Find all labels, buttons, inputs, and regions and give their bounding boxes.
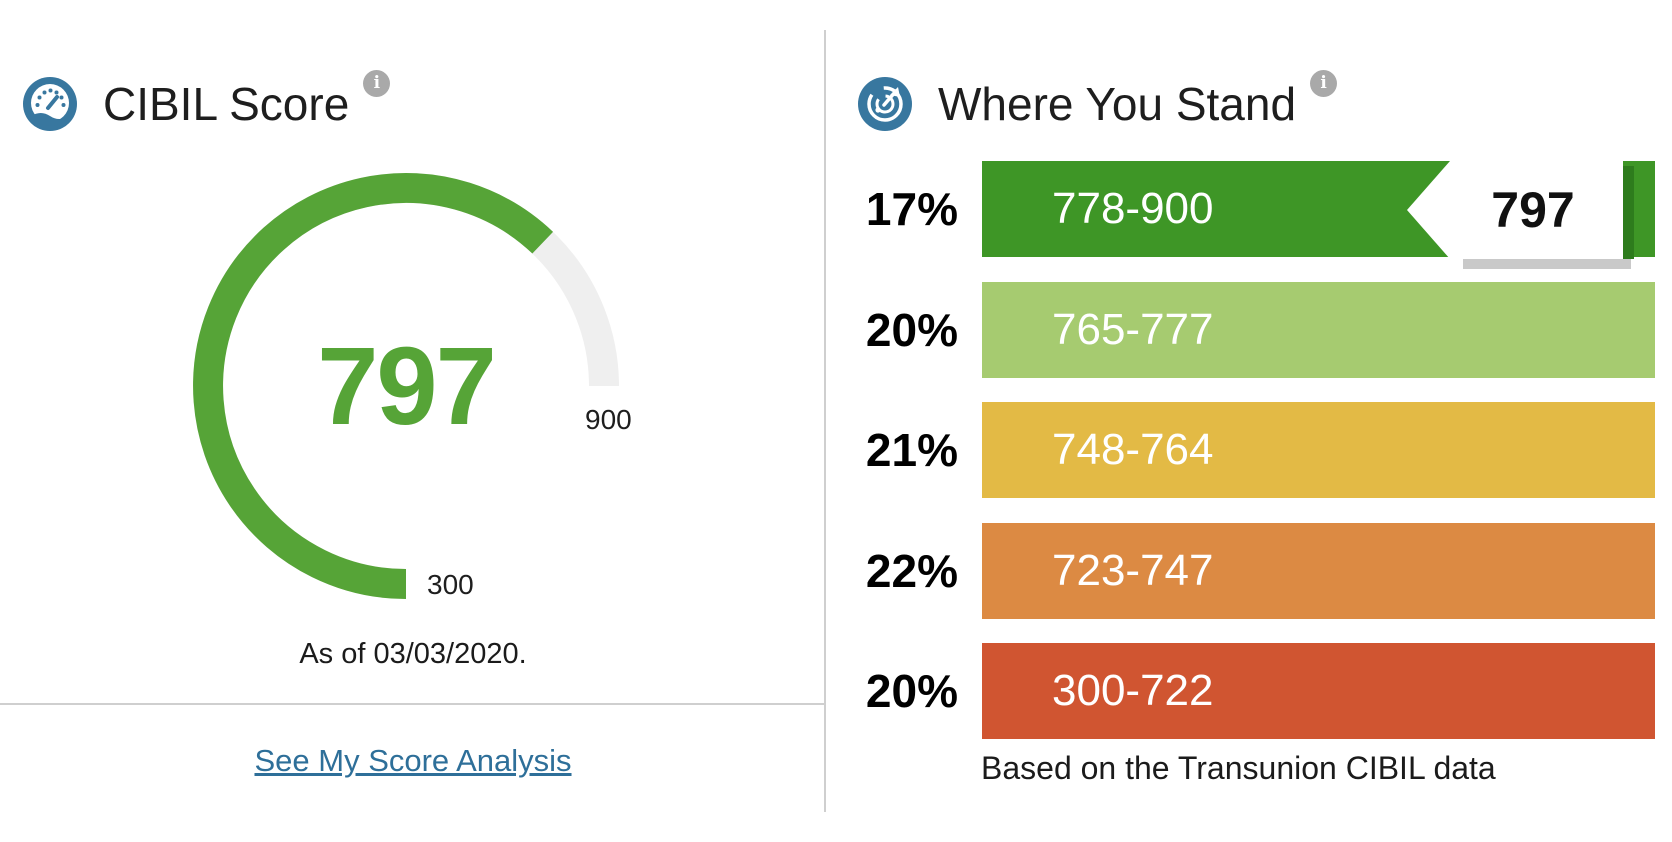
bar-748-764: 748-764 <box>982 402 1655 498</box>
bar-row-748-764: 21% 748-764 <box>0 402 1672 498</box>
bar-range-label: 765-777 <box>1052 305 1214 354</box>
cibil-score-header: CIBIL Score i <box>22 70 391 132</box>
bar-row-300-722: 20% 300-722 <box>0 643 1672 739</box>
bar-range-label: 778-900 <box>1052 184 1214 233</box>
gauge-min-label: 300 <box>427 569 474 600</box>
bar-300-722: 300-722 <box>982 643 1655 739</box>
bar-percent-label: 21% <box>865 424 958 476</box>
score-analysis-link-row: See My Score Analysis <box>0 743 826 779</box>
score-gauge <box>166 146 646 626</box>
gauge-value-arc <box>193 173 554 599</box>
bar-percent-label: 17% <box>865 183 958 235</box>
bar-row-765-777: 20% 765-777 <box>0 282 1672 378</box>
chart-source-note: Based on the Transunion CIBIL data <box>981 750 1496 786</box>
where-you-stand-info-icon[interactable]: i <box>1310 70 1338 97</box>
where-you-stand-header: Where You Stand i <box>857 70 1338 132</box>
bar-range-label: 300-722 <box>1052 666 1214 715</box>
score-flag-shadow <box>1463 258 1631 269</box>
target-arrow-icon <box>857 76 913 132</box>
bar-723-747: 723-747 <box>982 523 1655 619</box>
see-my-score-analysis-link[interactable]: See My Score Analysis <box>254 743 572 778</box>
bar-row-723-747: 22% 723-747 <box>0 523 1672 619</box>
score-marker-value: 797 <box>1491 182 1575 238</box>
score-flag-side-shadow <box>1623 166 1634 259</box>
score-value: 797 <box>317 324 497 448</box>
bar-range-label: 748-764 <box>1052 425 1214 474</box>
bar-percent-label: 20% <box>865 304 958 356</box>
where-you-stand-title: Where You Stand <box>938 78 1297 130</box>
panel-separator <box>824 30 826 812</box>
bar-range-label: 723-747 <box>1052 546 1214 595</box>
score-marker-flag: 797 <box>1407 161 1623 259</box>
bar-percent-label: 20% <box>865 665 958 717</box>
speedometer-icon <box>22 76 78 132</box>
cibil-score-info-icon[interactable]: i <box>363 70 391 97</box>
bar-765-777: 765-777 <box>982 282 1655 378</box>
bar-percent-label: 22% <box>865 545 958 597</box>
cibil-score-title: CIBIL Score <box>103 78 350 130</box>
left-panel-divider <box>0 703 826 705</box>
gauge-max-label: 900 <box>585 404 632 435</box>
score-as-of-date: As of 03/03/2020. <box>299 638 527 670</box>
